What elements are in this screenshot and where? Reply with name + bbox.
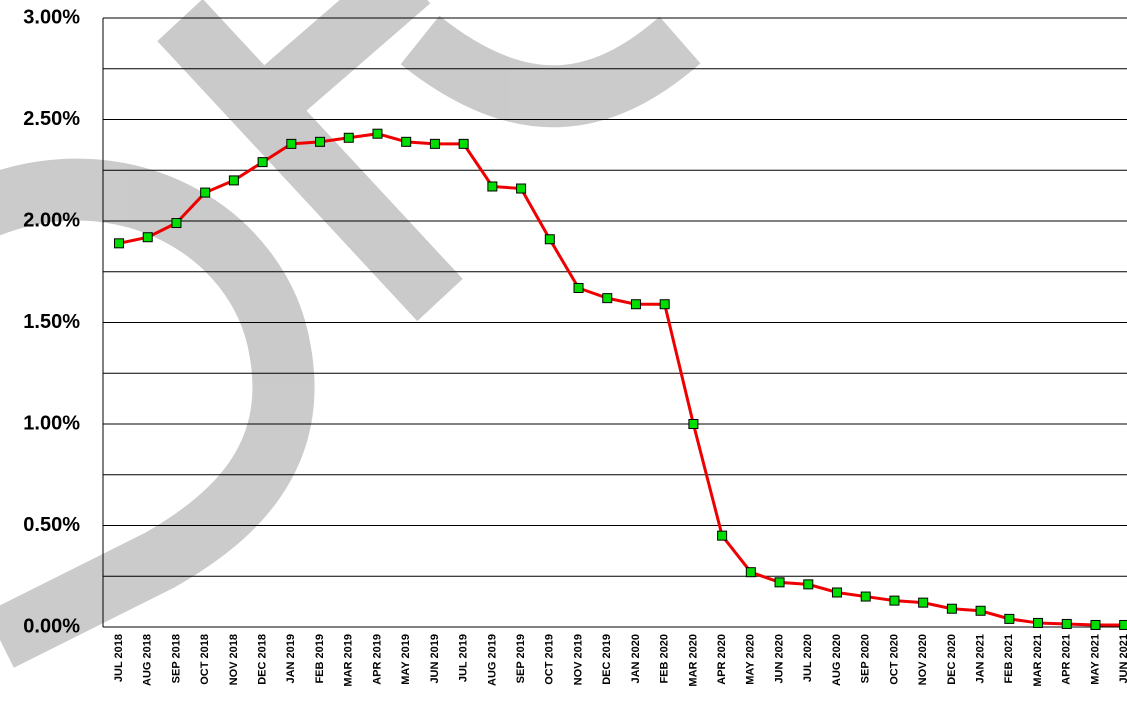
marker [1004,613,1015,624]
marker [832,587,842,598]
x-tick-label: AUG 2019 [486,634,498,686]
y-tick-label: 2.00% [23,209,80,231]
marker [401,136,412,147]
x-tick-label: APR 2020 [716,634,728,685]
x-tick-label: JAN 2019 [285,634,297,684]
x-tick-label: SEP 2019 [515,634,527,683]
marker [889,595,900,606]
x-tick-label: JUN 2019 [429,634,441,684]
x-tick-label: MAR 2020 [687,634,699,687]
marker [1119,619,1127,630]
marker [372,128,383,139]
x-tick-label: DEC 2018 [257,634,269,685]
marker [946,603,957,614]
marker [975,605,986,616]
marker [200,187,211,198]
marker [573,282,584,293]
marker [458,138,469,149]
marker [142,232,153,243]
watermark-stroke [239,0,431,134]
marker [343,132,354,143]
x-tick-label: NOV 2019 [572,634,584,685]
y-tick-label: 0.00% [23,615,80,637]
x-tick-label: OCT 2020 [888,634,900,685]
y-tick-label: 1.00% [23,412,80,434]
marker [918,597,929,608]
marker [602,293,613,304]
marker [803,579,814,590]
x-tick-label: MAY 2020 [745,634,757,685]
marker [429,138,440,149]
x-tick-label: MAY 2019 [400,634,412,685]
marker [315,136,326,147]
x-tick-label: AUG 2020 [831,634,843,686]
x-tick-label: APR 2019 [371,634,383,685]
y-tick-label: 0.50% [23,514,80,536]
marker [659,299,670,310]
marker [774,577,785,588]
x-tick-label: OCT 2019 [544,634,556,685]
x-tick-label: NOV 2018 [228,634,240,685]
marker [1033,617,1044,628]
marker [516,183,527,194]
marker [286,138,297,149]
marker [630,299,641,310]
marker [1090,619,1101,630]
marker [860,591,871,602]
watermark-stroke [0,158,315,668]
watermark [0,0,701,668]
watermark-stroke [157,0,463,322]
marker [544,234,555,245]
x-tick-label: SEP 2018 [170,634,182,683]
marker [228,175,239,186]
x-tick-label: NOV 2020 [917,634,929,685]
x-tick-label: MAY 2021 [1089,634,1101,685]
x-tick-label: DEC 2019 [601,634,613,685]
x-tick-label: JAN 2021 [975,634,987,684]
marker [171,218,182,229]
x-tick-label: JAN 2020 [630,634,642,684]
watermark-stroke [400,15,701,128]
x-tick-label: DEC 2020 [946,634,958,685]
x-tick-label: FEB 2021 [1003,634,1015,684]
y-tick-label: 3.00% [23,6,80,28]
x-tick-label: OCT 2018 [199,634,211,685]
marker [717,530,728,541]
x-tick-label: MAR 2021 [1032,634,1044,687]
marker [1061,618,1072,629]
marker [114,238,124,249]
x-tick-label: JUL 2020 [802,634,814,682]
x-tick-label: AUG 2018 [142,634,154,686]
x-tick-label: MAR 2019 [343,634,355,687]
x-tick-label: APR 2021 [1061,634,1073,685]
x-tick-label: JUL 2018 [113,634,125,682]
x-tick-label: SEP 2020 [860,634,872,683]
marker [487,181,498,192]
marker [688,419,699,429]
marker [745,567,756,578]
y-tick-label: 2.50% [23,108,80,130]
x-tick-label: JUN 2021 [1118,634,1127,684]
y-tick-label: 1.50% [23,311,80,333]
marker [257,157,268,168]
x-tick-label: JUL 2019 [458,634,470,682]
x-tick-label: FEB 2019 [314,634,326,684]
x-tick-label: FEB 2020 [659,634,671,684]
x-tick-label: JUN 2020 [773,634,785,684]
